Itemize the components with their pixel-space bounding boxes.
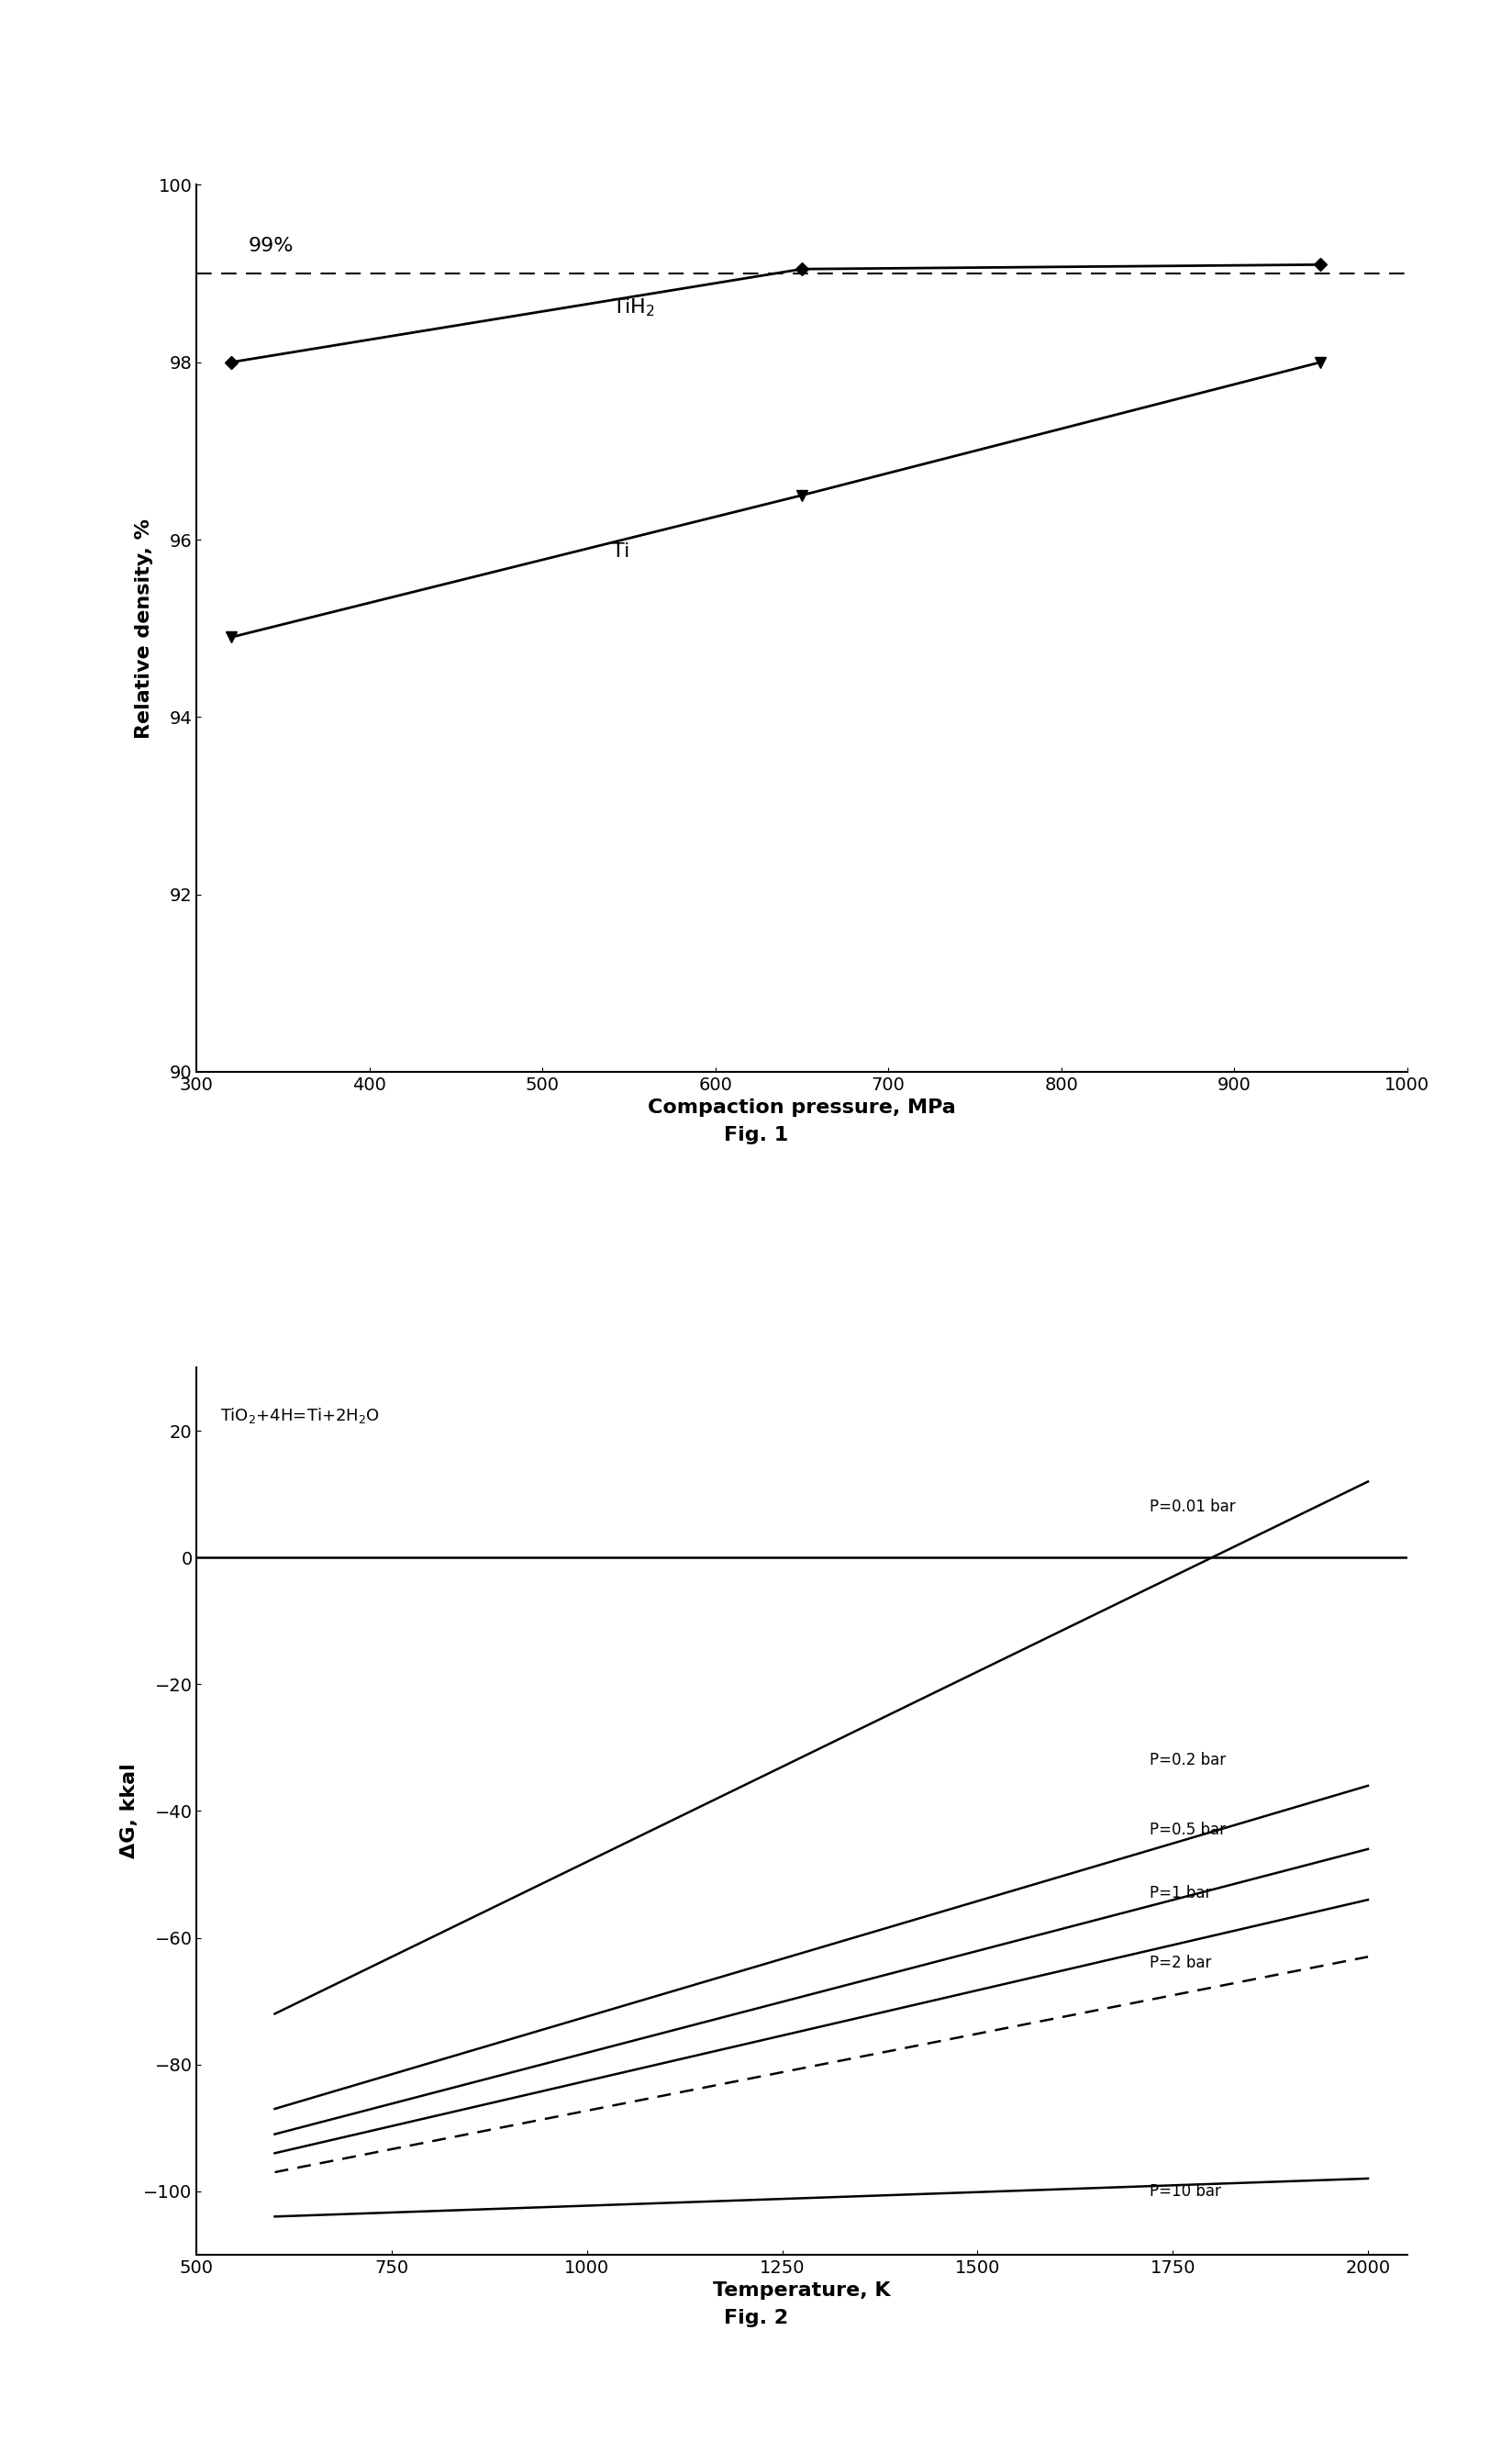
Text: Ti: Ti: [611, 542, 629, 562]
Text: TiH$_2$: TiH$_2$: [611, 296, 655, 318]
Text: Fig. 1: Fig. 1: [724, 1126, 788, 1143]
Y-axis label: ΔG, kkal: ΔG, kkal: [119, 1764, 138, 1858]
Text: TiO$_2$+4H=Ti+2H$_2$O: TiO$_2$+4H=Ti+2H$_2$O: [219, 1404, 380, 1424]
Text: P=0.5 bar: P=0.5 bar: [1149, 1821, 1225, 1838]
Text: P=0.2 bar: P=0.2 bar: [1149, 1752, 1225, 1769]
Y-axis label: Relative density, %: Relative density, %: [135, 517, 153, 739]
Text: P=2 bar: P=2 bar: [1149, 1954, 1211, 1971]
X-axis label: Compaction pressure, MPa: Compaction pressure, MPa: [647, 1099, 956, 1116]
Text: 99%: 99%: [248, 237, 293, 254]
Text: P=0.01 bar: P=0.01 bar: [1149, 1498, 1234, 1515]
Text: P=10 bar: P=10 bar: [1149, 2183, 1220, 2200]
X-axis label: Temperature, K: Temperature, K: [712, 2282, 891, 2299]
Text: P=1 bar: P=1 bar: [1149, 1885, 1211, 1902]
Text: Fig. 2: Fig. 2: [724, 2309, 788, 2326]
